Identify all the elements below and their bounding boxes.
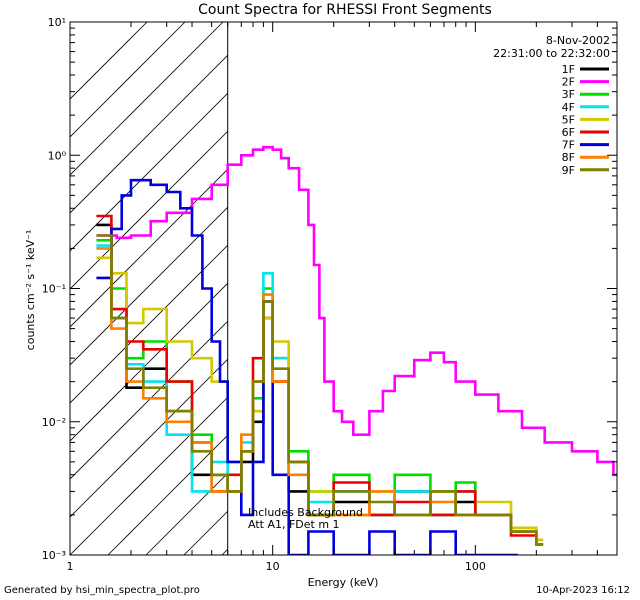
hatch-line bbox=[70, 22, 186, 138]
annotation-attenuator: Att A1, FDet m 1 bbox=[248, 518, 340, 531]
legend-label-8F: 8F bbox=[562, 151, 575, 164]
legend-label-7F: 7F bbox=[562, 139, 575, 152]
hatched-region bbox=[70, 22, 617, 555]
annotation-background: Includes Background bbox=[248, 506, 363, 519]
footer-timestamp: 10-Apr-2023 16:12 bbox=[536, 585, 630, 596]
legend-label-9F: 9F bbox=[562, 164, 575, 177]
y-tick-label: 10⁰ bbox=[48, 149, 67, 162]
y-tick-label: 10¹ bbox=[48, 16, 66, 29]
footer-generated-by: Generated by hsi_min_spectra_plot.pro bbox=[4, 585, 200, 596]
legend-label-4F: 4F bbox=[562, 101, 575, 114]
x-tick-label: 10 bbox=[266, 560, 280, 573]
x-tick-label: 100 bbox=[465, 560, 486, 573]
legend-label-5F: 5F bbox=[562, 113, 575, 126]
legend-label-2F: 2F bbox=[562, 76, 575, 89]
x-tick-label: 1 bbox=[67, 560, 74, 573]
hatch-line bbox=[70, 22, 300, 252]
legend-label-1F: 1F bbox=[562, 63, 575, 76]
chart-date: 8-Nov-2002 bbox=[546, 34, 610, 47]
hatch-line bbox=[70, 22, 262, 214]
y-tick-label: 10⁻² bbox=[42, 416, 66, 429]
hatch-mask bbox=[227, 22, 617, 555]
series-2F-line bbox=[96, 145, 617, 477]
y-axis-label: counts cm⁻² s⁻¹ keV⁻¹ bbox=[24, 230, 37, 351]
hatch-line bbox=[70, 22, 224, 176]
x-axis-label: Energy (keV) bbox=[308, 576, 379, 589]
legend-label-6F: 6F bbox=[562, 126, 575, 139]
chart-time-range: 22:31:00 to 22:32:00 bbox=[493, 47, 610, 60]
legend-label-3F: 3F bbox=[562, 88, 575, 101]
series-9F-line bbox=[96, 234, 544, 546]
y-tick-label: 10⁻¹ bbox=[42, 283, 66, 296]
y-tick-label: 10⁻³ bbox=[42, 549, 66, 562]
chart-title: Count Spectra for RHESSI Front Segments bbox=[198, 2, 492, 18]
